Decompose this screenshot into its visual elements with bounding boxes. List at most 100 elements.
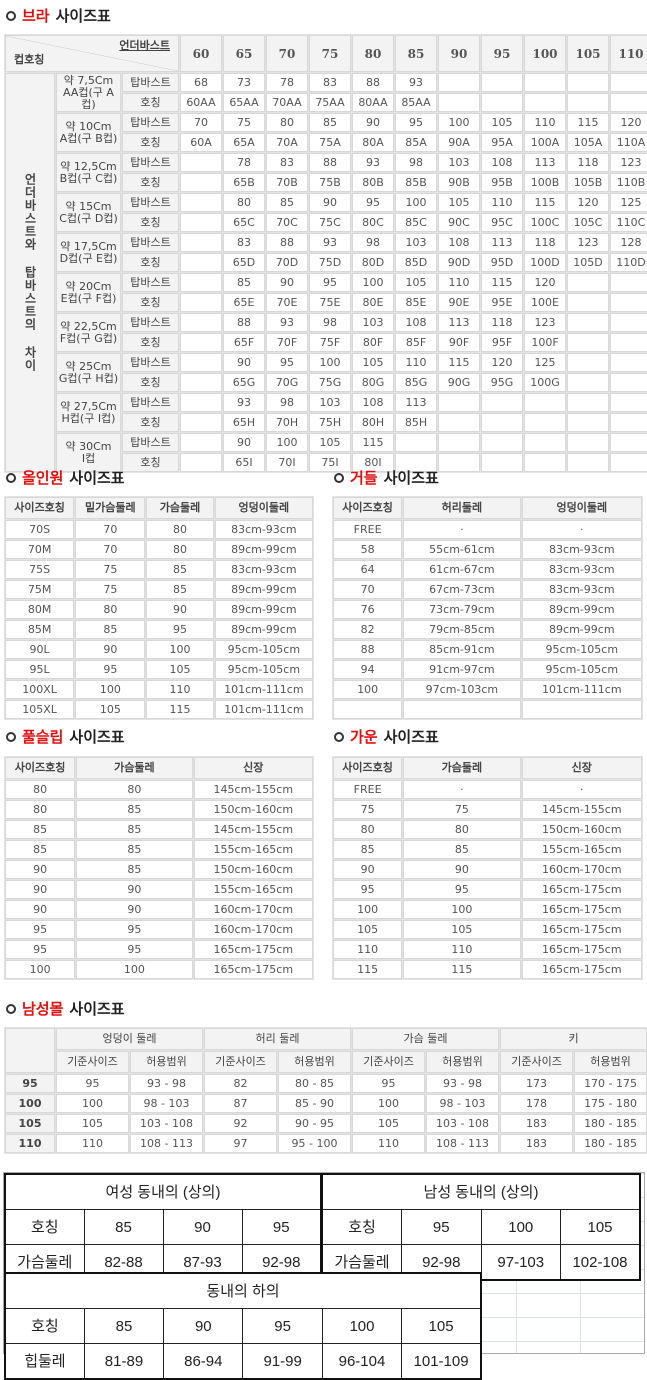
top-bust-cell [438, 73, 480, 92]
table-row: 58 55cm-61cm 83cm-93cm [333, 540, 642, 559]
header-row: 사이즈호칭 가슴둘레 신장 [5, 757, 313, 779]
table-cell: 90 [75, 640, 146, 659]
table-cell: 175 - 180 [574, 1094, 647, 1113]
table-row: 90 90 160cm-170cm [5, 900, 313, 919]
table-cell: 55cm-61cm [403, 540, 521, 559]
table-cell: 95L [5, 660, 75, 679]
size-name-cell: 70F [266, 333, 308, 352]
table-cell: 85 [146, 580, 214, 599]
bullet-icon [334, 472, 344, 483]
table-row: 95 95 93 - 98 82 80 - 85 95 93 - 98 173 170 - 17… [5, 1074, 647, 1093]
top-bust-label: 탑바스트 [122, 353, 179, 372]
table-cell: 80 [403, 820, 521, 839]
cup-row-top: 약 12,5Cm B컵(구 C컵) 탑바스트 78 83 88 93 98 103 108 113 1… [5, 153, 647, 192]
table-cell: 100 [321, 1308, 403, 1344]
table-cell: 86-94 [163, 1343, 244, 1380]
cup-row-name: 호칭 65I 70I 75I 80I [5, 453, 647, 472]
table-cell: 75M [5, 580, 75, 599]
table-cell: 89cm-99cm [214, 540, 313, 559]
table-cell: 95 - 100 [278, 1134, 352, 1153]
corner-cell [5, 1028, 55, 1073]
table-cell: 85 [76, 800, 193, 819]
size-name-label: 호칭 [122, 293, 179, 312]
size-name-cell: 75F [309, 333, 351, 352]
table-row: 70M 70 80 89cm-99cm [5, 540, 313, 559]
table-cell: 75 [403, 800, 521, 819]
table-cell: 100 [5, 1094, 55, 1113]
table-cell: 힙둘레 [4, 1343, 85, 1380]
size-name-cell: 65I [223, 453, 265, 472]
table-cell: 90 - 95 [278, 1114, 352, 1133]
table-cell: 90 [146, 600, 214, 619]
table-cell: 67cm-73cm [403, 580, 521, 599]
table-cell: 110 [146, 680, 214, 699]
table-cell: 98 - 103 [130, 1094, 204, 1113]
table-cell: 85 [76, 840, 193, 859]
size-name-cell [180, 413, 222, 432]
size-name-cell: 95B [481, 173, 523, 192]
table-cell: 155cm-165cm [193, 840, 313, 859]
size-name-cell [610, 93, 647, 112]
cup-label: 약 15Cm C컵(구 D컵) [56, 193, 121, 232]
size-name-cell [524, 93, 566, 112]
top-bust-cell: 100 [266, 433, 308, 452]
size-name-label: 호칭 [122, 373, 179, 392]
table-cell: 82 [204, 1074, 278, 1093]
size-header: 65 [223, 35, 265, 72]
table-cell: 85 [83, 1209, 164, 1245]
top-bust-cell: 90 [223, 433, 265, 452]
top-bust-cell: 90 [223, 353, 265, 372]
size-name-cell: 60AA [180, 93, 222, 112]
table-cell: 64 [333, 560, 403, 579]
size-name-cell: 75AA [309, 93, 351, 112]
top-bust-label: 탑바스트 [122, 193, 179, 212]
top-bust-cell: 83 [266, 153, 308, 172]
size-header: 105 [567, 35, 609, 72]
top-bust-cell: 110 [438, 273, 480, 292]
cup-row-top: 약 20Cm E컵(구 F컵) 탑바스트 85 90 95 100 105 110 115 120 [5, 273, 647, 312]
top-bust-cell: 80 [266, 113, 308, 132]
table-cell: 105 [146, 660, 214, 679]
size-name-cell [567, 453, 609, 472]
top-bust-cell: 120 [524, 273, 566, 292]
size-name-cell: 90C [438, 213, 480, 232]
table-cell: · [521, 520, 642, 539]
top-bust-label: 탑바스트 [122, 233, 179, 252]
top-bust-cell: 123 [567, 233, 609, 252]
size-name-label: 호칭 [122, 213, 179, 232]
cup-label: 약 25Cm G컵(구 H컵) [56, 353, 121, 392]
table-cell: 95cm-105cm [521, 640, 642, 659]
cup-row-top: 약 17,5Cm D컵(구 E컵) 탑바스트 83 88 93 98 103 108 113 118… [5, 233, 647, 272]
table-cell [333, 700, 403, 719]
table-cell: 85 [5, 840, 76, 859]
group-header: 허리 둘레 [204, 1028, 352, 1050]
top-bust-label: 탑바스트 [122, 433, 179, 452]
cup-row-top: 약 27,5Cm H컵(구 I컵) 탑바스트 93 98 103 108 113 [5, 393, 647, 432]
top-bust-cell: 113 [481, 233, 523, 252]
sub-header: 기준사이즈 [500, 1051, 574, 1073]
top-bust-cell: 118 [567, 153, 609, 172]
gown-size-table: 사이즈호칭 가슴둘레 신장 FREE · · 75 75 145cm-155cm 80 80 150c… [332, 756, 643, 980]
cup-label: 약 12,5Cm B컵(구 C컵) [56, 153, 121, 192]
top-bust-cell [567, 433, 609, 452]
table-row: 80 85 150cm-160cm [5, 800, 313, 819]
top-bust-cell: 93 [395, 73, 437, 92]
header-row: 사이즈호칭 가슴둘레 신장 [333, 757, 642, 779]
table-cell: 90 [5, 900, 76, 919]
table-cell: 180 - 185 [574, 1114, 647, 1133]
table-cell: 183 [500, 1134, 574, 1153]
top-bust-cell [610, 353, 647, 372]
size-name-cell [180, 373, 222, 392]
top-bust-cell [567, 273, 609, 292]
size-name-cell: 105B [567, 173, 609, 192]
size-name-cell: 100E [524, 293, 566, 312]
top-bust-cell [567, 393, 609, 412]
table-cell: 79cm-85cm [403, 620, 521, 639]
top-bust-cell: 118 [524, 233, 566, 252]
top-bust-cell: 80 [223, 193, 265, 212]
size-name-cell: 80F [352, 333, 394, 352]
side-label: 언더바스트와 탑바스트의 차이 [5, 73, 55, 472]
table-cell: 87 [204, 1094, 278, 1113]
table-cell: 95 [75, 660, 146, 679]
size-header: 100 [524, 35, 566, 72]
